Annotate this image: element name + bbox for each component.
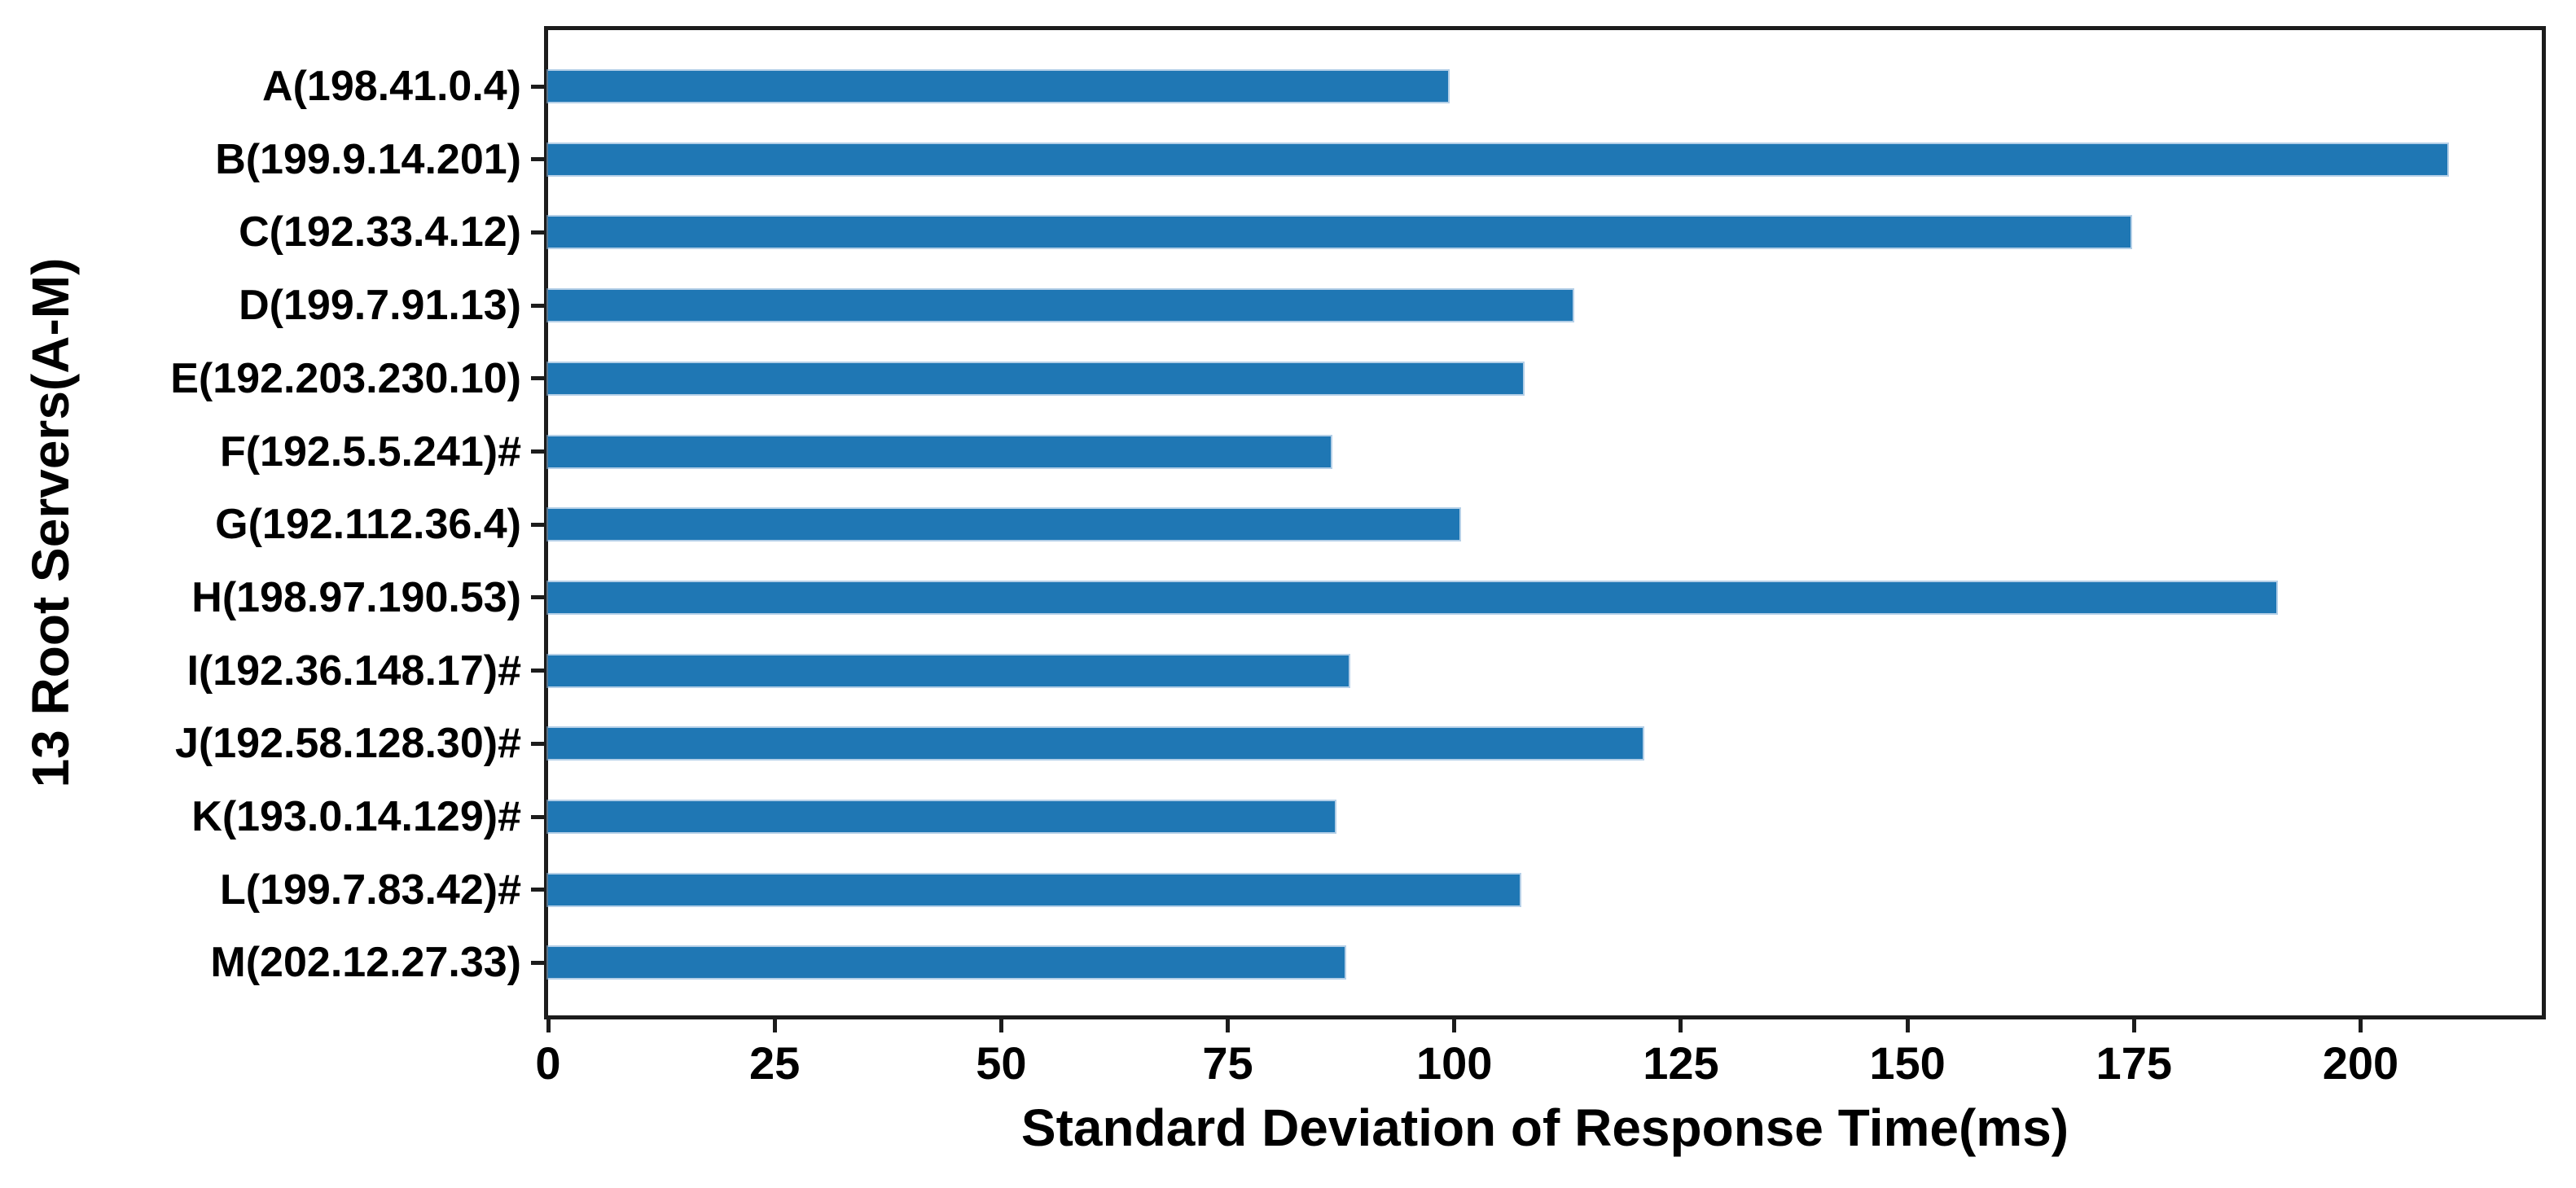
- plot-area: [544, 26, 2546, 1019]
- bar-F: [546, 434, 1333, 469]
- y-tick-C: [531, 230, 544, 235]
- y-tick-E: [531, 376, 544, 381]
- x-tick-75: [1226, 1019, 1231, 1032]
- y-tick-H: [531, 595, 544, 600]
- bar-J: [546, 726, 1645, 761]
- bar-B: [546, 142, 2450, 177]
- x-tick-label-200: 200: [2322, 1037, 2399, 1089]
- bar-C: [546, 215, 2132, 250]
- y-tick-I: [531, 669, 544, 673]
- y-tick-G: [531, 522, 544, 527]
- y-tick-K: [531, 814, 544, 819]
- x-tick-label-25: 25: [749, 1037, 801, 1089]
- y-tick-label-M: M(202.12.27.33): [210, 939, 521, 987]
- bar-G: [546, 507, 1462, 542]
- y-tick-label-G: G(192.112.36.4): [215, 501, 521, 549]
- x-tick-label-175: 175: [2095, 1037, 2172, 1089]
- y-tick-label-B: B(199.9.14.201): [215, 135, 521, 183]
- y-tick-J: [531, 741, 544, 746]
- x-tick-0: [546, 1019, 551, 1032]
- y-tick-label-J: J(192.58.128.30)#: [174, 720, 521, 768]
- y-tick-label-L: L(199.7.83.42)#: [219, 866, 521, 914]
- x-tick-200: [2358, 1019, 2363, 1032]
- x-axis-title: Standard Deviation of Response Time(ms): [1020, 1098, 2069, 1157]
- x-tick-label-50: 50: [976, 1037, 1027, 1089]
- x-tick-label-0: 0: [535, 1037, 561, 1089]
- x-tick-label-75: 75: [1202, 1037, 1253, 1089]
- bar-M: [546, 945, 1347, 980]
- bar-K: [546, 800, 1336, 834]
- y-tick-label-A: A(198.41.0.4): [262, 63, 521, 110]
- y-tick-F: [531, 449, 544, 454]
- y-tick-M: [531, 960, 544, 965]
- y-tick-label-F: F(192.5.5.241)#: [219, 427, 521, 476]
- x-tick-label-150: 150: [1869, 1037, 1946, 1089]
- x-tick-125: [1679, 1019, 1683, 1032]
- y-tick-D: [531, 303, 544, 308]
- y-tick-label-E: E(192.203.230.10): [170, 354, 521, 402]
- y-tick-label-C: C(192.33.4.12): [239, 208, 521, 256]
- bar-E: [546, 361, 1525, 396]
- x-tick-label-100: 100: [1416, 1037, 1493, 1089]
- y-tick-label-I: I(192.36.148.17)#: [187, 647, 521, 695]
- y-tick-label-K: K(193.0.14.129)#: [191, 793, 521, 840]
- y-tick-B: [531, 157, 544, 162]
- x-tick-label-125: 125: [1643, 1037, 1719, 1089]
- bar-A: [546, 69, 1450, 103]
- y-tick-label-D: D(199.7.91.13): [239, 282, 521, 330]
- x-tick-175: [2131, 1019, 2136, 1032]
- bar-L: [546, 872, 1521, 907]
- y-tick-label-H: H(198.97.190.53): [191, 573, 521, 621]
- x-tick-150: [1905, 1019, 1910, 1032]
- bar-I: [546, 653, 1350, 688]
- bar-H: [546, 580, 2278, 615]
- y-tick-A: [531, 84, 544, 89]
- x-tick-100: [1452, 1019, 1457, 1032]
- bar-D: [546, 288, 1575, 323]
- x-tick-50: [998, 1019, 1003, 1032]
- y-tick-L: [531, 888, 544, 892]
- x-tick-25: [772, 1019, 777, 1032]
